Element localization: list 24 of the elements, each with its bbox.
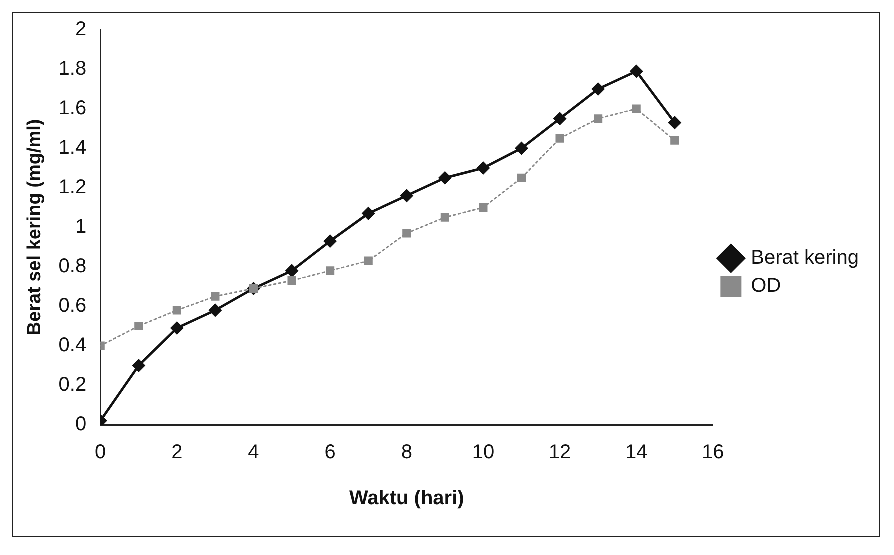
x-tick-label: 8 (401, 442, 412, 464)
legend-label: Berat kering (751, 247, 860, 270)
x-axis-title: Waktu (hari) (349, 488, 464, 510)
x-tick-label: 12 (548, 442, 572, 464)
y-tick-label: 0.2 (58, 374, 87, 396)
x-tick-label: 0 (95, 442, 106, 464)
y-tick-label: 0.8 (58, 256, 87, 278)
y-axis-title: Berat sel kering (mg/ml) (24, 119, 46, 336)
x-tick-label: 2 (172, 442, 183, 464)
y-tick-label: 1.4 (58, 137, 87, 160)
y-tick-label: 1 (75, 216, 87, 238)
y-tick-label: 0.4 (58, 334, 87, 357)
x-tick-label: 16 (702, 442, 724, 464)
legend-label: OD (751, 275, 782, 298)
y-tick-label: 1.8 (58, 58, 87, 80)
y-tick-label: 0.6 (58, 295, 87, 318)
x-tick-label: 6 (324, 442, 336, 464)
y-tick-label: 2 (75, 18, 87, 41)
x-tick-label: 4 (248, 442, 260, 464)
x-tick-label: 14 (625, 442, 648, 464)
y-tick-label: 1.6 (58, 98, 87, 120)
y-tick-label: 0 (75, 414, 87, 436)
x-tick-label: 10 (472, 442, 495, 464)
y-tick-label: 1.2 (58, 176, 87, 199)
